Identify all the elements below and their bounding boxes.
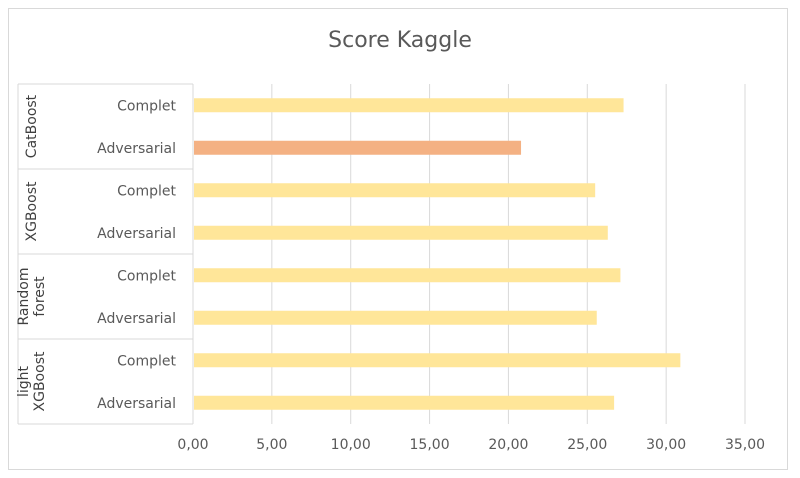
x-tick-label: 15,00 — [410, 437, 450, 453]
chart-title: Score Kaggle — [328, 28, 472, 53]
category-label: Adversarial — [97, 141, 176, 157]
bar — [194, 268, 621, 283]
group-label: XGBoost — [32, 351, 48, 411]
bar — [194, 225, 608, 240]
group-label: XGBoost — [24, 181, 40, 241]
x-tick-label: 0,00 — [177, 437, 208, 453]
bar — [194, 98, 624, 113]
x-tick-label: 5,00 — [256, 437, 287, 453]
category-label: Adversarial — [97, 311, 176, 327]
bar — [194, 183, 596, 198]
x-tick-label: 25,00 — [567, 437, 607, 453]
bar — [194, 395, 615, 410]
category-label: Adversarial — [97, 396, 176, 412]
group-label: forest — [32, 276, 48, 317]
category-label: Adversarial — [97, 226, 176, 242]
x-tick-label: 30,00 — [646, 437, 686, 453]
group-label: Random — [16, 268, 32, 326]
bar — [194, 310, 597, 325]
category-label: Complet — [117, 98, 176, 114]
bar — [194, 140, 522, 155]
group-label: CatBoost — [24, 94, 40, 158]
x-tick-label: 10,00 — [331, 437, 371, 453]
group-label: light — [16, 365, 32, 397]
x-tick-label: 35,00 — [725, 437, 765, 453]
category-label: Complet — [117, 268, 176, 284]
category-label: Complet — [117, 183, 176, 199]
bar — [194, 353, 681, 368]
x-tick-label: 20,00 — [488, 437, 528, 453]
category-label: Complet — [117, 353, 176, 369]
